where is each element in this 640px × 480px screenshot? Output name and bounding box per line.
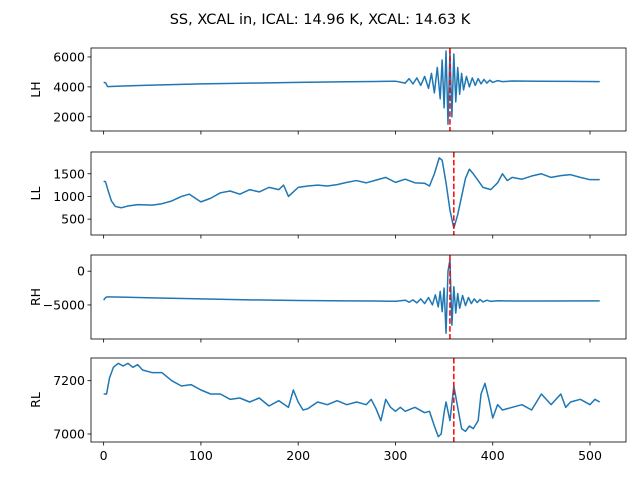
subplot-rl: 7000 7200 0 100 200 300 400 500 RL: [28, 357, 627, 463]
subplot-rh: −5000 0 RH: [28, 254, 627, 343]
y-tick-label: 0: [77, 264, 85, 279]
subplot-grid: 200040006000LH50010001500LL−50000RH70007…: [28, 47, 627, 463]
subplot-ll: 500 1000 1500 LL: [28, 151, 627, 239]
chart-title: SS, XCAL in, ICAL: 14.96 K, XCAL: 14.63 …: [170, 12, 471, 28]
y-axis-label: LL: [28, 187, 43, 201]
x-tick-label: 300: [384, 448, 408, 463]
x-tick-label: 200: [286, 448, 310, 463]
y-tick-label: 2000: [53, 109, 85, 124]
series-line-ll: [103, 157, 600, 229]
y-tick-label: 7000: [53, 427, 85, 442]
series-line-lh: [103, 50, 600, 126]
y-tick-label: 6000: [53, 49, 85, 64]
axes-frame: [90, 357, 627, 443]
axes-frame: [90, 47, 627, 132]
axes-frame: [90, 254, 627, 340]
x-tick-label: 400: [481, 448, 505, 463]
y-axis-label: RL: [28, 392, 43, 408]
y-tick-label: 4000: [53, 79, 85, 94]
subplot-lh: 2000 4000 6000 LH: [28, 47, 627, 135]
y-tick-label: 7200: [53, 373, 85, 388]
y-tick-label: 500: [61, 212, 85, 227]
series-line-rh: [103, 258, 600, 335]
axes-frame: [90, 151, 627, 236]
x-tick-label: 0: [100, 448, 108, 463]
x-tick-label: 500: [578, 448, 602, 463]
y-axis-label: LH: [28, 81, 43, 97]
y-tick-label: −5000: [43, 297, 85, 312]
y-tick-label: 1500: [53, 166, 85, 181]
y-tick-label: 1000: [53, 189, 85, 204]
x-tick-label: 100: [189, 448, 213, 463]
y-axis-label: RH: [28, 288, 43, 306]
series-line-rl: [103, 362, 601, 438]
